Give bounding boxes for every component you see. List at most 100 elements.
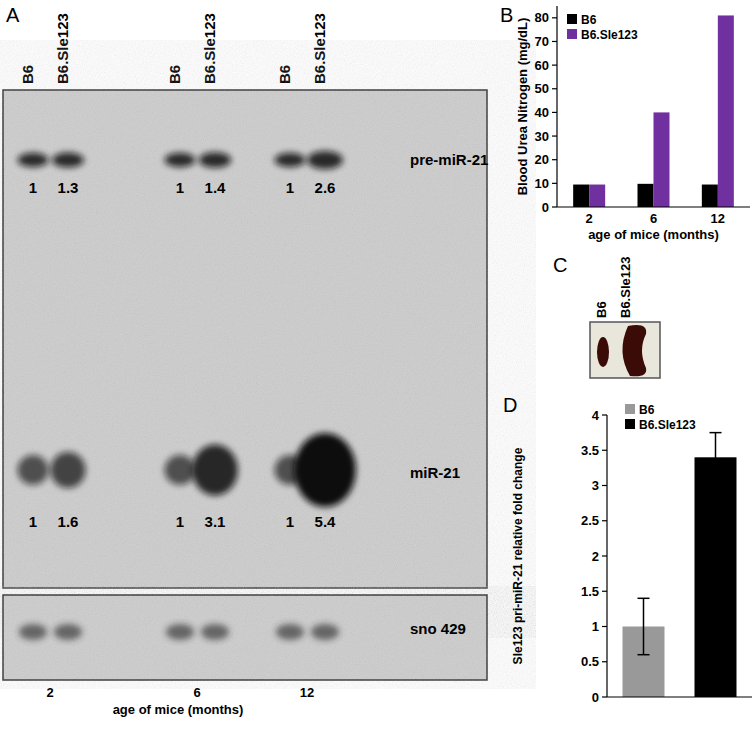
blot-membrane xyxy=(3,595,487,680)
tick xyxy=(552,112,557,113)
blot-noise xyxy=(3,595,487,680)
band-quant: 3.1 xyxy=(205,513,226,530)
tick-label: 70 xyxy=(535,34,549,49)
tick-label: 12 xyxy=(711,211,725,226)
tick xyxy=(552,183,557,184)
band xyxy=(54,624,82,640)
band-label: miR-21 xyxy=(410,464,460,481)
band-quant: 1.6 xyxy=(58,513,79,530)
tick-label: 6 xyxy=(650,211,657,226)
tick-label: 1 xyxy=(592,619,599,634)
axis-label: Sle123 pri-miR-21 relative fold change xyxy=(511,447,525,664)
tick-label: 30 xyxy=(535,129,549,144)
spleen xyxy=(597,337,609,367)
legend-label: B6.Sle123 xyxy=(639,418,696,432)
tick xyxy=(552,65,557,66)
band xyxy=(50,452,85,488)
band-quant: 1 xyxy=(29,513,37,530)
bar xyxy=(654,112,670,207)
band xyxy=(166,624,194,640)
tick xyxy=(602,450,607,451)
error-bar xyxy=(710,433,722,482)
legend-swatch xyxy=(625,419,635,429)
tick-label: 2 xyxy=(592,549,599,564)
tick xyxy=(602,485,607,486)
bar xyxy=(589,185,605,207)
band xyxy=(276,624,304,640)
panel-label: D xyxy=(503,394,517,416)
legend-label: B6 xyxy=(639,403,655,417)
tick-label: 0.5 xyxy=(581,654,599,669)
spleen xyxy=(622,325,646,376)
tick-label: 40 xyxy=(535,105,549,120)
band xyxy=(165,153,196,167)
tick-label: 60 xyxy=(535,58,549,73)
band-quant: 1 xyxy=(286,179,294,196)
plot-marks xyxy=(573,15,734,207)
band-quant: 2.6 xyxy=(315,179,336,196)
y-axis xyxy=(606,415,607,697)
tick-label: 0 xyxy=(542,200,549,215)
lane-label: B6.Sle123 xyxy=(201,13,218,84)
tick-label: 3.5 xyxy=(581,443,599,458)
tick xyxy=(552,135,557,136)
photo xyxy=(590,322,660,378)
x-axis xyxy=(557,206,750,207)
tick xyxy=(602,626,607,627)
figure: AB6B6.Sle123B6B6.Sle123B6B6.Sle123pre-mi… xyxy=(0,0,755,730)
panel-label: B xyxy=(500,4,513,26)
band xyxy=(165,455,196,485)
tick xyxy=(552,41,557,42)
lane-label: B6.Sle123 xyxy=(311,13,328,84)
tick-label: 20 xyxy=(535,152,549,167)
axis-label: Blood Urea Nitrogen (mg/dL) xyxy=(515,18,530,196)
band xyxy=(199,152,231,167)
lane-label: B6 xyxy=(594,301,609,318)
bar xyxy=(702,185,718,207)
bar xyxy=(638,184,654,207)
tick-label: 10 xyxy=(535,176,549,191)
band-quant: 1.3 xyxy=(58,179,79,196)
band xyxy=(19,624,47,640)
tick-label: 50 xyxy=(535,81,549,96)
tick xyxy=(602,555,607,556)
tick xyxy=(602,661,607,662)
band xyxy=(294,433,356,507)
y-axis xyxy=(556,6,557,207)
band xyxy=(275,153,306,167)
band xyxy=(192,445,238,496)
tick-label: 2.5 xyxy=(581,513,599,528)
plot-marks xyxy=(623,433,737,697)
tick-label: 3 xyxy=(592,478,599,493)
band xyxy=(52,152,84,167)
bar xyxy=(573,185,589,207)
legend-swatch xyxy=(625,404,635,414)
legend-label: B6 xyxy=(581,13,597,27)
panel-label: C xyxy=(553,254,567,276)
error-stem xyxy=(643,598,645,654)
tick-label: 2 xyxy=(586,211,593,226)
band xyxy=(18,455,49,485)
lane-label: B6 xyxy=(276,65,293,84)
x-axis xyxy=(607,696,752,697)
lane-label: B6 xyxy=(166,65,183,84)
band-quant: 5.4 xyxy=(315,513,337,530)
band xyxy=(307,151,343,169)
tick xyxy=(552,206,557,207)
band-quant: 1 xyxy=(29,179,37,196)
tick xyxy=(552,159,557,160)
tick xyxy=(602,414,607,415)
tick-label: 80 xyxy=(535,10,549,25)
band-quant: 1 xyxy=(286,513,294,530)
band xyxy=(311,624,339,640)
legend-label: B6.Sle123 xyxy=(581,28,638,42)
band-quant: 1 xyxy=(176,179,184,196)
band-label: sno 429 xyxy=(410,620,466,637)
axis-label: age of mice (months) xyxy=(588,227,719,242)
age-label: 6 xyxy=(193,685,200,700)
tick-label: 4 xyxy=(592,408,600,423)
bar xyxy=(695,457,737,697)
lane-label: B6 xyxy=(19,65,36,84)
band xyxy=(201,624,229,640)
error-bar xyxy=(638,598,650,654)
